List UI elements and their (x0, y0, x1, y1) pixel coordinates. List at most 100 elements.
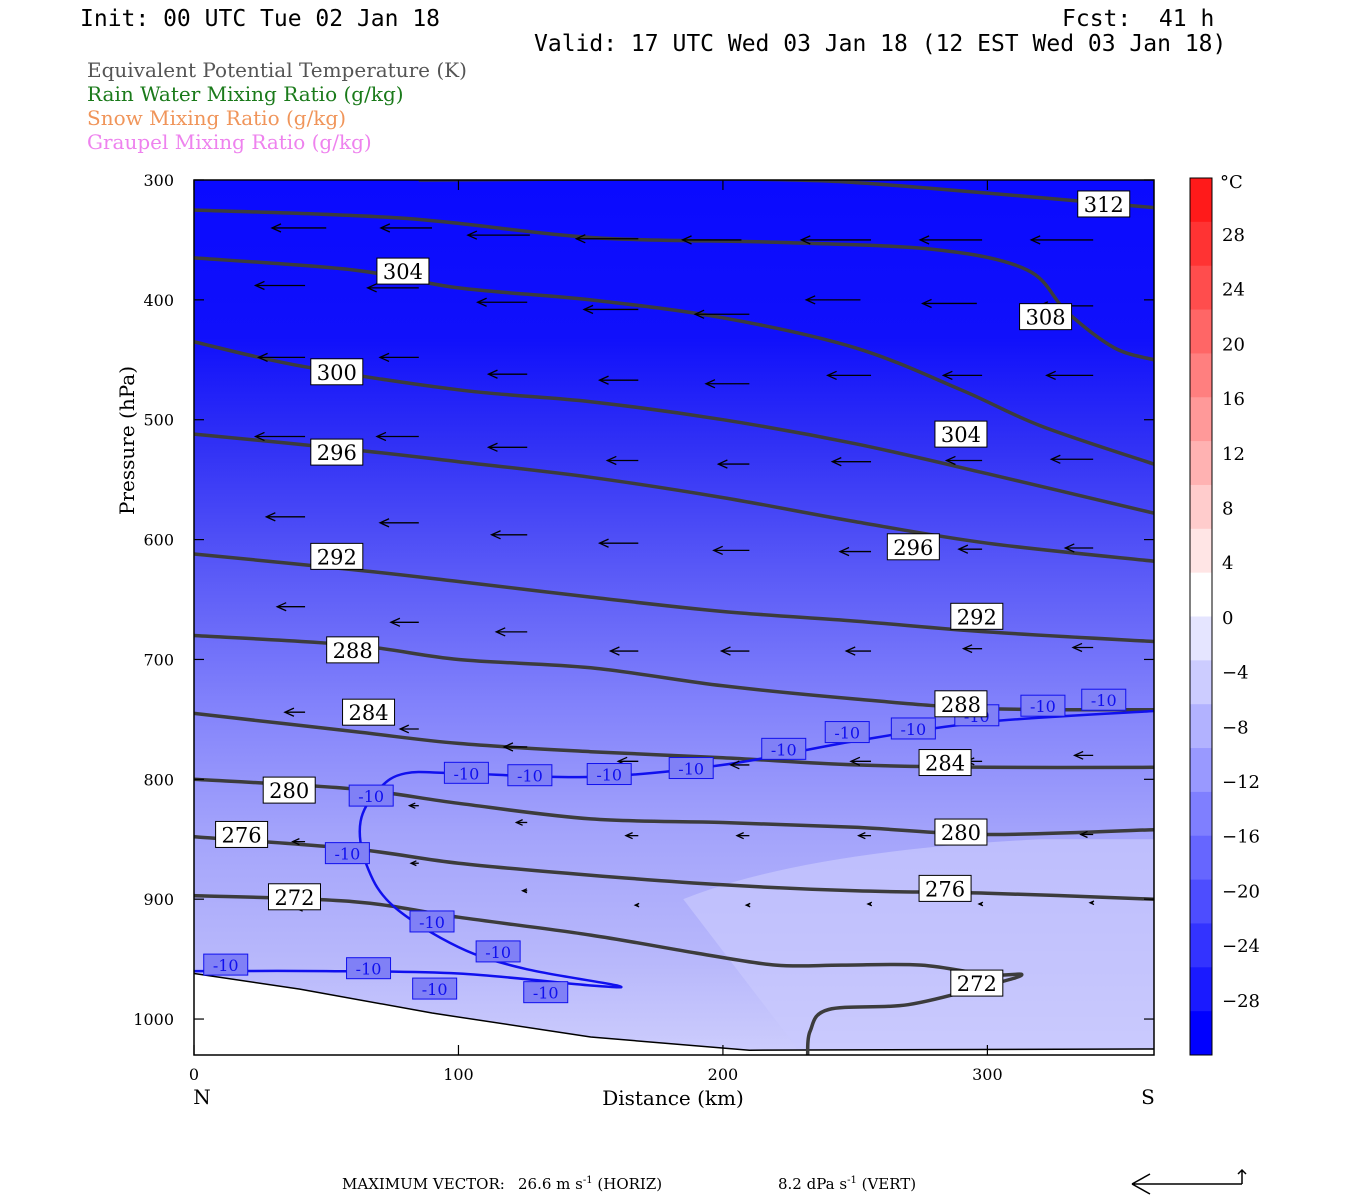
y-axis-label: Pressure (hPa) (115, 366, 139, 515)
colorbar-label: 20 (1222, 334, 1245, 355)
theta-e-label-text: 276 (925, 877, 965, 901)
wind-vector-head (920, 298, 932, 309)
wind-vector (941, 370, 983, 381)
colorbar-segment (1190, 748, 1212, 793)
theta-e-label-box (310, 438, 364, 466)
wind-vector-head (466, 230, 478, 240)
wind-vector-head (502, 742, 514, 752)
wind-vector (1045, 370, 1094, 381)
colorbar-unit: °C (1220, 172, 1243, 193)
y-tick-label: 700 (143, 650, 174, 669)
colorbar-segment (1190, 528, 1212, 574)
wind-vector-head (744, 902, 751, 908)
terrain (194, 973, 1154, 1055)
colorbar-label: 28 (1222, 225, 1245, 246)
minus10-label: -10 (1020, 694, 1066, 717)
theta-e-label-text: 296 (317, 441, 357, 465)
wind-vector-head (489, 530, 501, 540)
wind-vector (729, 760, 750, 770)
colorbar-label: −4 (1222, 663, 1249, 684)
colorbar-segment (1190, 265, 1212, 311)
minus10-label-box (475, 940, 521, 963)
colorbar-label: 16 (1222, 389, 1245, 410)
init-time: Init: 00 UTC Tue 02 Jan 18 (80, 6, 441, 32)
legend-snow: Snow Mixing Ratio (g/kg) (87, 106, 347, 130)
minus10-label-box (890, 717, 936, 740)
theta-e-label: 296 (886, 533, 940, 561)
theta-e-label-text: 276 (222, 823, 262, 847)
wind-vector-head (494, 627, 506, 637)
theta-e-label-text: 284 (348, 701, 388, 725)
minus10-label: -10 (409, 910, 455, 933)
x-tick-label: 100 (443, 1065, 474, 1084)
minus10-label-text: -10 (771, 740, 797, 759)
colorbar-segment (1190, 178, 1212, 223)
wind-vector-head (799, 235, 811, 245)
theta-e-label: 272 (267, 883, 321, 911)
theta-e-label-text: 292 (957, 605, 997, 629)
theta-e-label-text: 304 (941, 423, 981, 447)
minus10-label-box (761, 737, 807, 760)
theta-e-label-text: 280 (269, 779, 309, 803)
wind-vector-head (486, 442, 498, 452)
wind-vector-head (693, 309, 705, 319)
wind-vector (1072, 750, 1094, 760)
colorbar-frame (1189, 177, 1213, 1056)
wind-vector (379, 223, 433, 233)
minus10-label-box (412, 977, 458, 1000)
wind-vector (1071, 642, 1094, 653)
colorbar-segment (1190, 704, 1212, 749)
minus10-label: -10 (443, 761, 489, 784)
max-vector-label: MAXIMUM VECTOR: (342, 1175, 505, 1193)
x-tick-label: 200 (708, 1065, 739, 1084)
theta-e-label: 312 (1077, 190, 1131, 218)
wind-vector-head (486, 369, 498, 379)
colorbar-segment (1190, 879, 1212, 924)
x-right-label: S (1141, 1085, 1155, 1109)
theta-e-label-box (934, 690, 988, 718)
wind-vector (486, 442, 528, 452)
theta-e-label: 272 (950, 969, 1004, 997)
max-vector-horiz-exp: -1 (582, 1175, 593, 1186)
wind-vector-head (597, 538, 609, 548)
max-vector-horiz-value: 26.6 m s (518, 1175, 583, 1193)
theta-e-contour (194, 893, 1024, 1055)
theta-e-contour (194, 711, 1154, 770)
wind-vector-head (957, 544, 969, 554)
minus10-label-text: -10 (485, 943, 511, 962)
theta-e-label: 288 (326, 636, 380, 664)
minus10-label: -10 (346, 957, 392, 980)
theta-e-label: 280 (262, 776, 316, 804)
theta-e-label-box (267, 883, 321, 911)
theta-e-label-text: 304 (383, 260, 423, 284)
wind-vector-head (253, 280, 265, 291)
minus10-label-text: -10 (678, 760, 704, 779)
wind-vector-head (275, 602, 287, 612)
theta-e-label-box (342, 698, 396, 726)
wind-vector (378, 352, 419, 363)
minus10-label-box (324, 842, 370, 865)
minus10-label: -10 (761, 737, 807, 760)
plot-frame (193, 179, 1155, 1056)
theta-e-label: 292 (950, 602, 1004, 630)
max-vector-vert-exp: -1 (847, 1175, 857, 1186)
theta-e-label-box (1077, 190, 1131, 218)
theta-e-label-box (215, 820, 269, 848)
wind-vector (520, 888, 528, 894)
legend-theta-e: Equivalent Potential Temperature (K) (87, 58, 467, 82)
wind-vector (957, 544, 983, 554)
colorbar-label: −20 (1222, 881, 1260, 902)
minus10-label-box (348, 784, 394, 807)
theta-e-label-box (1019, 303, 1073, 331)
wind-vector (920, 298, 977, 309)
wind-vector-head (849, 756, 861, 766)
colorbar-segment (1190, 484, 1212, 530)
theta-e-label: 276 (215, 820, 269, 848)
wind-vector-head (253, 431, 265, 442)
colorbar-segment (1190, 660, 1212, 705)
theta-e-label: 296 (310, 438, 364, 466)
minus10-label-box (409, 910, 455, 933)
theta-e-label-text: 272 (274, 886, 314, 910)
colorbar-label: 8 (1222, 499, 1233, 520)
